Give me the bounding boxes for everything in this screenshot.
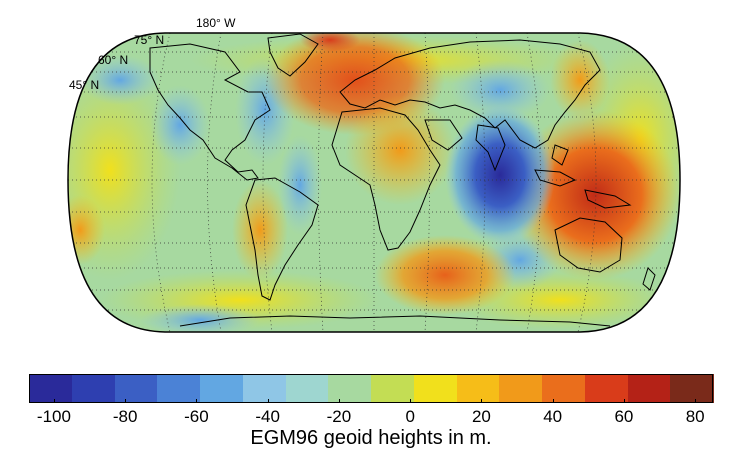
colorbar-tick [338,399,340,403]
colorbar-tick-label: -20 [326,407,352,426]
colorbar-segment [71,374,116,403]
colorbar-tick-label: 40 [543,407,563,426]
colorbar-tick [552,399,554,403]
colorbar-segment [456,374,500,403]
colorbar-segment [157,374,201,403]
colorbar-tick-label: -40 [255,407,280,426]
globe-outline [67,32,681,333]
colorbar-segment [584,374,629,403]
graticule [68,33,680,332]
longitude-label-180w: 180° W [196,16,236,30]
coastlines [149,33,656,327]
colorbar-segment [627,374,671,403]
colorbar-segment [285,374,329,403]
colorbar-frame [29,374,713,403]
colorbar-tick-label: 0 [405,407,415,426]
colorbar-segment [242,374,287,403]
colorbar-segment [200,374,244,403]
colorbar-tick-label: 80 [685,407,705,426]
colorbar-tick-label: 60 [614,407,634,426]
latitude-label-75n: 75° N [134,33,165,47]
latitude-label-45n: 45° N [69,78,100,92]
colorbar-tick [125,399,127,403]
colorbar-segment [328,374,372,403]
colorbar-tick [267,399,269,403]
colorbar-tick-label: -80 [112,407,138,426]
colorbar-tick-label: -100 [36,407,71,426]
colorbar-tick [481,399,483,403]
colorbar-segment [29,374,73,403]
colorbar-tick [410,399,412,403]
latitude-label-60n: 60° N [98,53,129,67]
colorbar-segment [670,374,714,403]
colorbar-segment [499,374,543,403]
colorbar-segment [542,374,586,403]
colorbar-segment [114,374,158,403]
colorbar-tick [623,399,625,403]
colorbar [29,374,714,403]
colorbar-tick-label: -60 [184,407,209,426]
colorbar-segment [371,374,415,403]
colorbar-tick-label: 20 [471,407,491,426]
colorbar-tick [695,399,697,403]
colorbar-label: EGM96 geoid heights in m. [250,427,492,449]
geoid-heights-field [68,33,680,332]
colorbar-tick [53,399,55,403]
colorbar-segment [413,374,458,403]
colorbar-tick [196,399,198,403]
